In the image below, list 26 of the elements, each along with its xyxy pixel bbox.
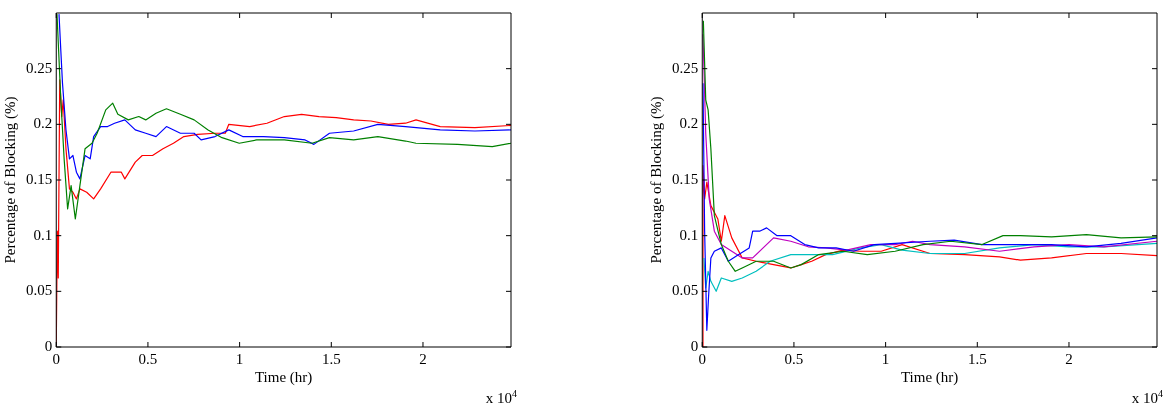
y-tick-label: 0.25 xyxy=(672,59,699,76)
y-tick-label: 0.05 xyxy=(26,282,53,299)
y-tick-label: 0.05 xyxy=(672,282,699,299)
text: x 10$^{4}$ xyxy=(485,388,517,407)
y-tick-label: 0.1 xyxy=(33,226,53,243)
x-tick-label: 1 xyxy=(881,350,890,367)
y-tick-label: 0.15 xyxy=(672,170,699,187)
y-axis-title: Percentage of Blocking (%) xyxy=(1,96,19,264)
x-tick-label: 2 xyxy=(419,350,427,367)
x-tick-label: 0.5 xyxy=(784,350,804,367)
x-axis-title: Time (hr) xyxy=(254,368,313,386)
y-tick-label: 0.15 xyxy=(26,170,53,187)
x-tick-label: 0.5 xyxy=(138,350,158,367)
x-tick-label: 1.5 xyxy=(321,350,341,367)
x-axis-title: Time (hr) xyxy=(900,368,959,386)
y-axis-title: Percentage of Blocking (%) xyxy=(647,96,665,264)
y-tick-label: 0.2 xyxy=(33,115,53,132)
y-tick-label: 0 xyxy=(44,337,53,354)
text: x 10$^{4}$ xyxy=(1131,388,1163,407)
y-tick-label: 0 xyxy=(690,337,699,354)
x-tick-label: 1.5 xyxy=(967,350,987,367)
x-tick-label: 1 xyxy=(235,350,244,367)
y-tick-label: 0.1 xyxy=(679,226,699,243)
y-tick-label: 0.25 xyxy=(26,59,53,76)
y-tick-label: 0.2 xyxy=(679,115,699,132)
x-tick-label: 2 xyxy=(1065,350,1073,367)
